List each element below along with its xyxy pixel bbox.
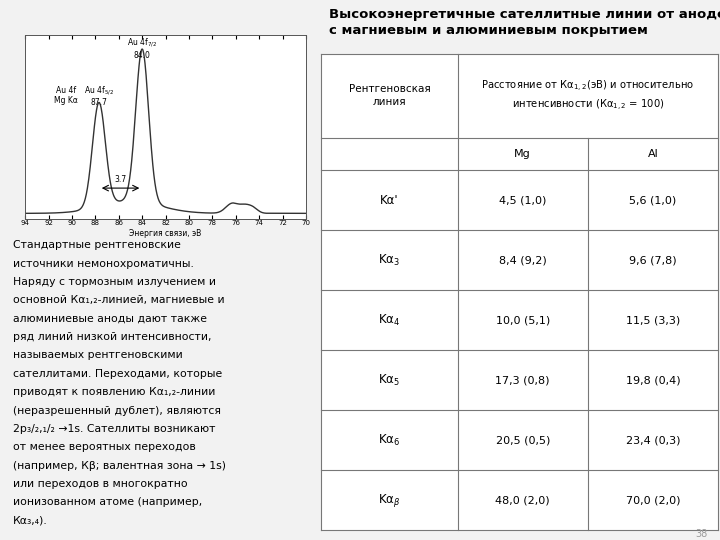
Text: 11,5 (3,3): 11,5 (3,3)	[626, 315, 680, 325]
X-axis label: Энергия связи, эВ: Энергия связи, эВ	[130, 229, 202, 238]
Text: 17,3 (0,8): 17,3 (0,8)	[495, 375, 550, 385]
Text: алюминиевые аноды дают также: алюминиевые аноды дают также	[12, 314, 207, 324]
Text: Kα$_β$: Kα$_β$	[378, 492, 401, 509]
Text: с магниевым и алюминиевым покрытием: с магниевым и алюминиевым покрытием	[330, 24, 648, 37]
Text: основной Кα₁,₂-линией, магниевые и: основной Кα₁,₂-линией, магниевые и	[12, 295, 224, 306]
Text: ряд линий низкой интенсивности,: ряд линий низкой интенсивности,	[12, 332, 211, 342]
Text: Au 4f$_{7/2}$
84.0: Au 4f$_{7/2}$ 84.0	[127, 36, 157, 59]
Text: Au 4f
Mg Kα: Au 4f Mg Kα	[54, 86, 78, 105]
Text: Al: Al	[647, 149, 658, 159]
Text: 4,5 (1,0): 4,5 (1,0)	[499, 195, 546, 205]
Text: Au 4f$_{5/2}$
87.7: Au 4f$_{5/2}$ 87.7	[84, 84, 114, 107]
Text: Стандартные рентгеновские: Стандартные рентгеновские	[12, 240, 181, 251]
Text: Kα$_5$: Kα$_5$	[379, 373, 400, 388]
Text: 20,5 (0,5): 20,5 (0,5)	[495, 435, 550, 445]
Text: Рентгеновская
линия: Рентгеновская линия	[348, 84, 431, 107]
Text: (например, Кβ; валентная зона → 1s): (например, Кβ; валентная зона → 1s)	[12, 461, 225, 471]
Text: 23,4 (0,3): 23,4 (0,3)	[626, 435, 680, 445]
Text: 5,6 (1,0): 5,6 (1,0)	[629, 195, 677, 205]
Text: сателлитами. Переходами, которые: сателлитами. Переходами, которые	[12, 369, 222, 379]
Text: Kα$_4$: Kα$_4$	[378, 313, 400, 328]
Text: 9,6 (7,8): 9,6 (7,8)	[629, 255, 677, 265]
Text: или переходов в многократно: или переходов в многократно	[12, 479, 187, 489]
Text: 48,0 (2,0): 48,0 (2,0)	[495, 495, 550, 505]
Text: (неразрешенный дублет), являются: (неразрешенный дублет), являются	[12, 406, 220, 416]
Text: 3.7: 3.7	[114, 176, 127, 184]
Text: Kα': Kα'	[380, 194, 399, 207]
Text: Наряду с тормозным излучением и: Наряду с тормозным излучением и	[12, 277, 215, 287]
Text: Высокоэнергетичные сателлитные линии от анодов: Высокоэнергетичные сателлитные линии от …	[330, 8, 720, 21]
Text: 70,0 (2,0): 70,0 (2,0)	[626, 495, 680, 505]
Text: ионизованном атоме (например,: ионизованном атоме (например,	[12, 497, 202, 508]
Text: называемых рентгеновскими: называемых рентгеновскими	[12, 350, 182, 361]
Text: 38: 38	[696, 529, 708, 539]
Text: Кα₃,₄).: Кα₃,₄).	[12, 516, 48, 526]
Text: приводят к появлению Кα₁,₂-линии: приводят к появлению Кα₁,₂-линии	[12, 387, 215, 397]
Text: Kα$_3$: Kα$_3$	[379, 253, 400, 268]
Text: Mg: Mg	[514, 149, 531, 159]
Text: Kα$_6$: Kα$_6$	[378, 433, 400, 448]
Text: 2p₃/₂,₁/₂ →1s. Сателлиты возникают: 2p₃/₂,₁/₂ →1s. Сателлиты возникают	[12, 424, 215, 434]
Text: от менее вероятных переходов: от менее вероятных переходов	[12, 442, 195, 453]
Text: Расстояние от Кα$_{1,2}$(эВ) и относительно
интенсивности (Кα$_{1,2}$ = 100): Расстояние от Кα$_{1,2}$(эВ) и относител…	[481, 79, 694, 113]
Text: источники немонохроматичны.: источники немонохроматичны.	[12, 259, 194, 269]
Bar	[321, 54, 718, 530]
Text: 19,8 (0,4): 19,8 (0,4)	[626, 375, 680, 385]
Text: 8,4 (9,2): 8,4 (9,2)	[499, 255, 546, 265]
Text: 10,0 (5,1): 10,0 (5,1)	[495, 315, 550, 325]
